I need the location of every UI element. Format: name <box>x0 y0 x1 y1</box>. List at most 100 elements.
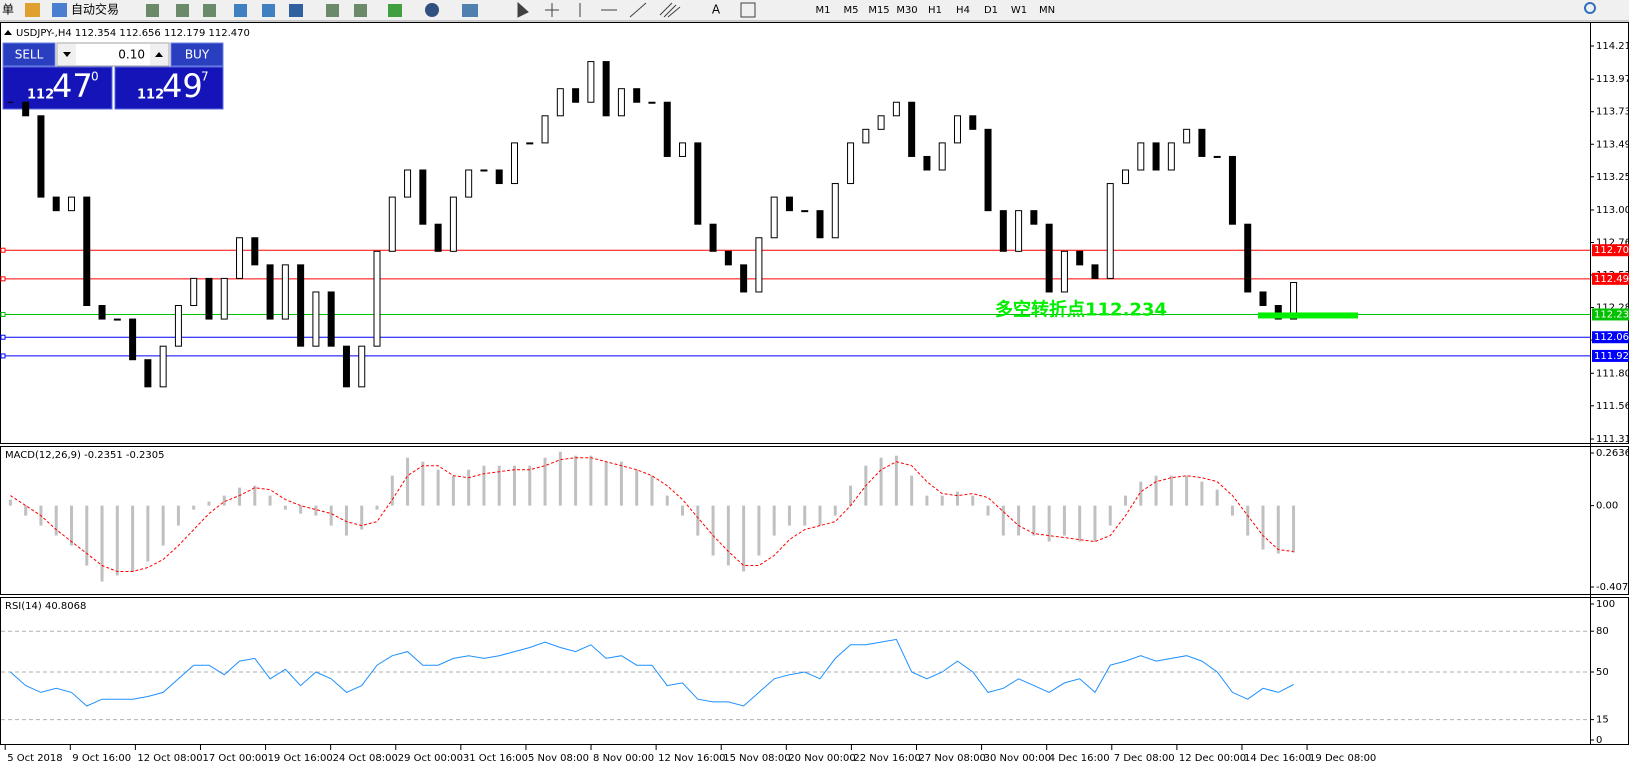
templates[interactable] <box>462 4 478 17</box>
candle <box>1228 155 1236 225</box>
candle <box>312 291 320 347</box>
period-button[interactable]: H4 <box>956 5 970 16</box>
sell-price-base: 112 <box>27 88 54 103</box>
level-marker <box>0 247 6 253</box>
candle <box>770 196 778 239</box>
candle <box>587 61 595 103</box>
zoom-in[interactable] <box>234 4 247 17</box>
cursor[interactable] <box>517 1 529 18</box>
candle <box>679 142 687 157</box>
period-button[interactable]: M30 <box>896 5 917 16</box>
x-tick-label: 19 Dec 08:00 <box>1309 753 1376 764</box>
candle <box>572 88 580 103</box>
y-tick-label: 100 <box>1596 599 1615 610</box>
tool-icon[interactable] <box>354 4 367 17</box>
x-tick-label: 5 Nov 08:00 <box>528 753 589 764</box>
tool-icon[interactable] <box>146 4 159 17</box>
indicators[interactable] <box>388 4 402 17</box>
tile[interactable] <box>289 4 303 17</box>
candle <box>923 155 931 171</box>
candle <box>984 128 992 212</box>
search[interactable] <box>1584 2 1596 14</box>
candle <box>938 142 946 171</box>
period-button[interactable]: M5 <box>844 5 859 16</box>
candle <box>1152 142 1160 171</box>
candle <box>648 101 656 104</box>
candle <box>709 223 717 252</box>
period-button[interactable]: D1 <box>984 5 998 16</box>
candle <box>1137 142 1145 171</box>
candle <box>174 305 182 347</box>
candle <box>892 101 900 117</box>
candle <box>1244 223 1252 293</box>
y-tick-label: 80 <box>1596 626 1609 637</box>
tool-icon[interactable] <box>203 4 216 17</box>
level-label: 112.066 <box>1594 332 1629 343</box>
sell-price-fraction: 0 <box>91 70 99 84</box>
buy-price-pips: 49 <box>162 67 203 105</box>
menu-button[interactable]: 单 <box>2 3 14 17</box>
candle <box>1076 250 1084 266</box>
buy-label[interactable]: BUY <box>185 48 210 62</box>
text-tool[interactable]: A <box>712 3 721 17</box>
candle <box>373 250 381 347</box>
x-tick-label: 9 Oct 16:00 <box>72 753 131 764</box>
period-button[interactable]: MN <box>1039 5 1055 16</box>
level-marker <box>0 311 6 317</box>
pivot-marker <box>1258 312 1358 319</box>
candle <box>602 61 610 117</box>
periods[interactable] <box>425 3 439 17</box>
auto-trade-icon[interactable] <box>52 3 67 17</box>
channel[interactable] <box>659 2 681 18</box>
buy-price-box[interactable] <box>114 66 224 110</box>
y-tick-label: 113.730 <box>1596 107 1629 118</box>
candle <box>480 169 488 172</box>
auto-trade-button[interactable]: 自动交易 <box>71 2 119 17</box>
trendline[interactable] <box>629 2 647 18</box>
level-label: 111.928 <box>1594 351 1629 362</box>
lot-up-arrow <box>155 52 163 57</box>
rsi-line <box>10 638 1294 707</box>
label-tool[interactable] <box>740 2 756 18</box>
zoom-out[interactable] <box>262 4 275 17</box>
candle <box>297 264 305 347</box>
x-tick-label: 24 Oct 08:00 <box>333 753 398 764</box>
x-tick-label: 30 Nov 00:00 <box>984 753 1051 764</box>
level-label-bg <box>1592 331 1629 344</box>
x-tick-label: 5 Oct 2018 <box>7 753 62 764</box>
chart-tools <box>146 3 478 17</box>
candle <box>877 115 885 130</box>
period-button[interactable]: M15 <box>868 5 889 16</box>
icon[interactable] <box>25 3 40 17</box>
collapse-arrow[interactable] <box>4 30 12 35</box>
crosshair[interactable] <box>545 3 559 17</box>
candle <box>113 318 121 321</box>
tool-icon[interactable] <box>176 4 189 17</box>
sell-button[interactable] <box>2 42 56 67</box>
x-tick-label: 19 Oct 16:00 <box>268 753 333 764</box>
candle <box>1213 155 1221 158</box>
macd-panel <box>0 446 1629 595</box>
period-button[interactable]: M1 <box>816 5 831 16</box>
candle <box>663 101 671 157</box>
sell-label[interactable]: SELL <box>15 48 44 62</box>
x-tick-label: 12 Dec 00:00 <box>1179 753 1246 764</box>
lot-box[interactable] <box>56 42 170 67</box>
level-marker <box>0 334 6 340</box>
candle <box>1274 305 1282 320</box>
tool-icon[interactable] <box>326 4 339 17</box>
candle <box>1091 264 1099 279</box>
period-button[interactable]: W1 <box>1011 5 1027 16</box>
level-label: 112.708 <box>1594 245 1629 256</box>
candle <box>862 128 870 144</box>
level-label-bg <box>1592 244 1629 257</box>
lot-value[interactable]: 0.10 <box>118 48 145 62</box>
sell-price-box[interactable] <box>2 66 113 110</box>
candle <box>908 101 916 157</box>
y-tick-label: 111.560 <box>1596 401 1629 412</box>
candle <box>190 277 198 307</box>
period-button[interactable]: H1 <box>928 5 942 16</box>
candle <box>1183 128 1191 144</box>
buy-button[interactable] <box>170 42 224 67</box>
